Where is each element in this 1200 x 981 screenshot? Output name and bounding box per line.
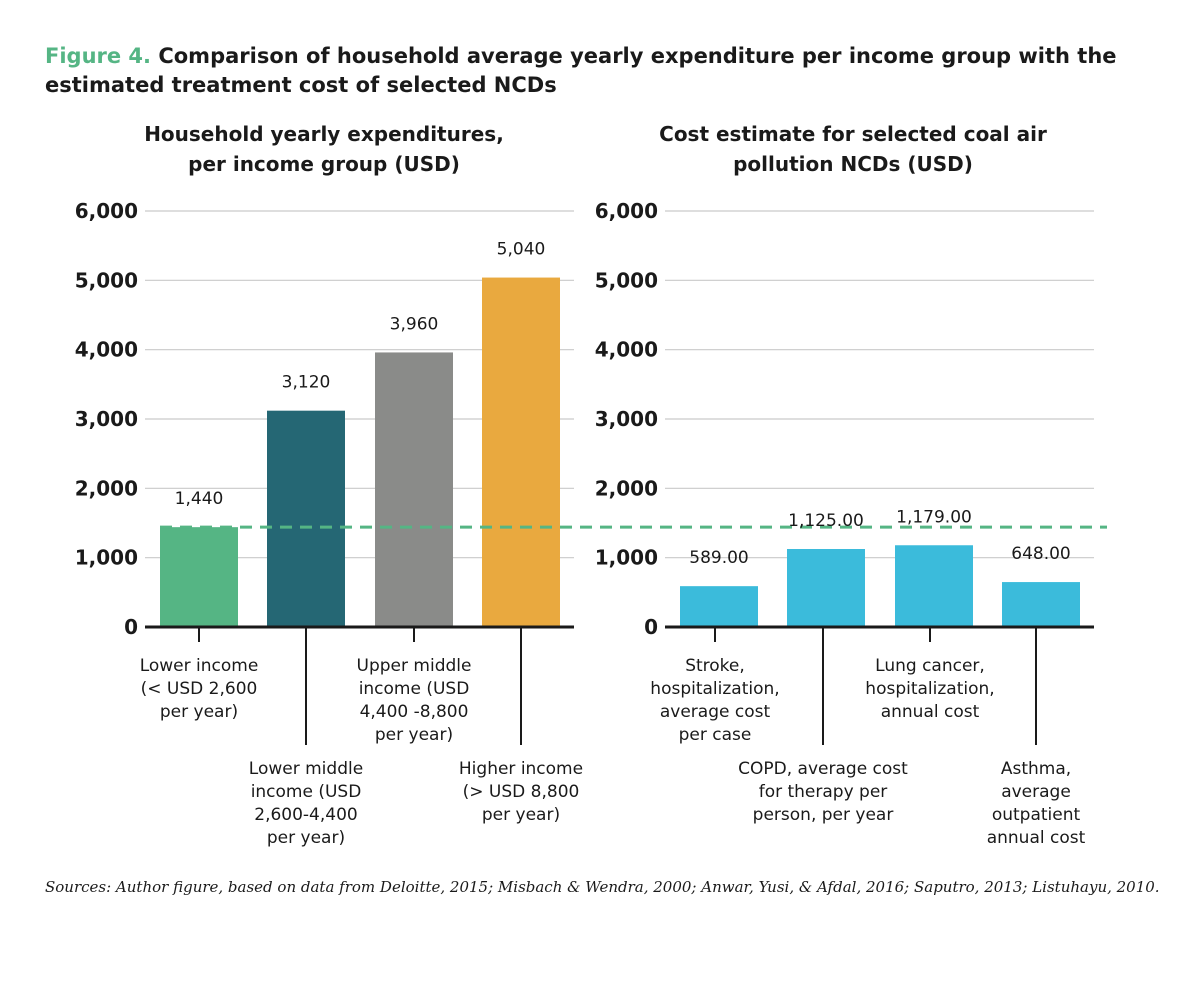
chart2-category-label: for therapy per (759, 782, 888, 802)
chart2-value-label: 1,179.00 (896, 507, 972, 527)
chart2-category-label: average (1001, 782, 1071, 802)
chart1-bar (482, 277, 560, 627)
chart2-bar (680, 586, 758, 627)
chart1-category-label: Higher income (459, 759, 583, 779)
chart1-category-label: Lower middle (249, 759, 363, 779)
chart2-value-label: 648.00 (1011, 544, 1070, 564)
chart1-y-tick-label: 6,000 (75, 199, 138, 223)
figure-title-text: Comparison of household average yearly e… (45, 44, 1117, 97)
chart1-bar (160, 527, 238, 627)
chart1-y-tick-label: 2,000 (75, 476, 138, 500)
chart1-y-tick-label: 4,000 (75, 338, 138, 362)
chart1-category-label: per year) (160, 702, 238, 722)
chart2-value-label: 1,125.00 (788, 511, 864, 531)
chart1-y-tick-label: 0 (124, 615, 138, 639)
chart2-y-tick-label: 5,000 (595, 268, 658, 292)
chart2-bar (1002, 582, 1080, 627)
chart2-category-label: outpatient (992, 805, 1081, 825)
chart2-category-label: Stroke, (685, 656, 745, 676)
chart2-category-label: per case (679, 725, 752, 745)
chart2-category-label: Lung cancer, (875, 656, 985, 676)
chart1-category-label: income (USD (251, 782, 362, 802)
chart2-category-label: annual cost (987, 828, 1086, 848)
chart1-value-label: 1,440 (175, 489, 224, 509)
chart1-category-label: (< USD 2,600 (141, 679, 258, 699)
chart1-y-tick-label: 5,000 (75, 268, 138, 292)
chart1-y-tick-label: 3,000 (75, 407, 138, 431)
chart2-category-label: average cost (660, 702, 771, 722)
chart2-category-label: annual cost (881, 702, 980, 722)
chart1-category-label: income (USD (359, 679, 470, 699)
chart2-category-label: COPD, average cost (738, 759, 908, 779)
chart2-title-line: pollution NCDs (USD) (733, 152, 973, 176)
chart1-title-line: per income group (USD) (188, 152, 460, 176)
chart1-value-label: 5,040 (497, 240, 546, 260)
chart1-category-label: per year) (267, 828, 345, 848)
chart2-bar (895, 545, 973, 627)
chart2-y-tick-label: 6,000 (595, 199, 658, 223)
chart1-category-label: (> USD 8,800 (463, 782, 580, 802)
chart2-category-label: Asthma, (1001, 759, 1071, 779)
chart1-title-line: Household yearly expenditures, (144, 122, 504, 146)
chart2-y-tick-label: 0 (644, 615, 658, 639)
chart1-bar (375, 352, 453, 627)
chart2-y-tick-label: 2,000 (595, 476, 658, 500)
figure-number: Figure 4. (45, 44, 152, 68)
chart1-category-label: 4,400 -8,800 (360, 702, 469, 722)
chart1-category-label: Lower income (140, 656, 259, 676)
chart1-bar (267, 410, 345, 627)
chart1-category-label: per year) (482, 805, 560, 825)
chart2-y-tick-label: 1,000 (595, 546, 658, 570)
chart2-y-tick-label: 3,000 (595, 407, 658, 431)
chart1-y-tick-label: 1,000 (75, 546, 138, 570)
chart2-category-label: hospitalization, (865, 679, 994, 699)
chart1-value-label: 3,120 (282, 373, 331, 393)
sources-note: Sources: Author figure, based on data fr… (45, 878, 1160, 896)
chart2-category-label: hospitalization, (650, 679, 779, 699)
chart1-category-label: 2,600-4,400 (254, 805, 357, 825)
chart2-category-label: person, per year (753, 805, 894, 825)
chart2-value-label: 589.00 (689, 548, 748, 568)
chart1-value-label: 3,960 (390, 314, 439, 334)
chart1-category-label: per year) (375, 725, 453, 745)
chart1-category-label: Upper middle (357, 656, 472, 676)
chart2-title-line: Cost estimate for selected coal air (659, 122, 1047, 146)
figure-title: Figure 4. Comparison of household averag… (45, 42, 1165, 100)
chart2-bar (787, 549, 865, 627)
chart2-y-tick-label: 4,000 (595, 338, 658, 362)
